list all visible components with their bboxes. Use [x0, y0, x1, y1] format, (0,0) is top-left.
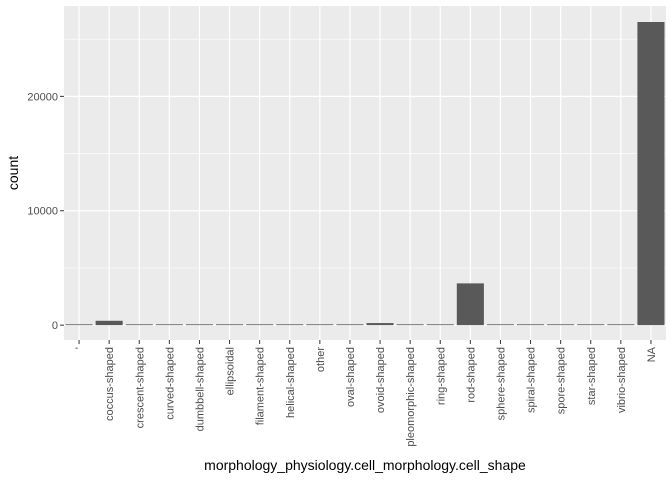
bar-2: [125, 324, 153, 326]
bars: [65, 22, 665, 326]
x-tick-label: ring-shaped: [435, 347, 447, 405]
x-tick-label: spiral-shaped: [526, 347, 538, 413]
y-tick-label: 10000: [27, 206, 58, 218]
x-tick-label: sphere-shaped: [495, 347, 507, 420]
y-tick-label: 20000: [27, 91, 58, 103]
x-tick-label: crescent-shaped: [134, 347, 146, 428]
x-tick-label: filament-shaped: [255, 347, 267, 425]
x-tick-label: ovoid-shaped: [375, 347, 387, 413]
x-tick-label: pleomorphic-shaped: [405, 347, 417, 447]
bar-12: [426, 324, 454, 326]
bar-11: [396, 324, 424, 326]
x-tick-label: vibrio-shaped: [616, 347, 628, 413]
x-tick-label: ellipsoidal: [225, 347, 237, 395]
bar-18: [607, 324, 635, 326]
x-tick-label: other: [315, 347, 327, 372]
y-axis-title: count: [5, 156, 21, 190]
bar-6: [246, 324, 274, 326]
grid-major: [64, 6, 666, 340]
y-axis: 0 10000 20000: [27, 91, 64, 332]
x-axis: ' coccus-shaped crescent-shaped curved-shap…: [74, 340, 658, 447]
bar-16: [547, 324, 575, 326]
x-tick-label: rod-shaped: [465, 347, 477, 403]
y-tick-label: 0: [52, 320, 58, 332]
x-tick-label: ': [74, 347, 86, 349]
bar-13: [456, 283, 484, 326]
x-tick-label: dumbbell-shaped: [194, 347, 206, 431]
x-tick-label: coccus-shaped: [104, 347, 116, 421]
bar-8: [306, 324, 334, 326]
bar-5: [216, 324, 244, 326]
x-tick-label: oval-shaped: [345, 347, 357, 407]
bar-9: [336, 324, 364, 326]
bar-14: [486, 324, 514, 326]
grid-minor: [64, 38, 666, 269]
bar-7: [276, 324, 304, 326]
bar-1: [95, 320, 123, 326]
x-tick-label: curved-shaped: [164, 347, 176, 420]
bar-3: [155, 324, 183, 326]
bar-17: [577, 324, 605, 326]
x-tick-label: spore-shaped: [556, 347, 568, 414]
bar-15: [517, 324, 545, 326]
bar-0: [65, 324, 93, 326]
bar-10: [366, 323, 394, 326]
x-tick-label: star-shaped: [586, 347, 598, 405]
plot-panel: [64, 6, 666, 340]
x-axis-title: morphology_physiology.cell_morphology.ce…: [204, 457, 526, 473]
bar-19: [637, 22, 665, 326]
bar-4: [185, 324, 213, 326]
x-tick-label: NA: [646, 346, 658, 362]
x-tick-label: helical-shaped: [285, 347, 297, 418]
